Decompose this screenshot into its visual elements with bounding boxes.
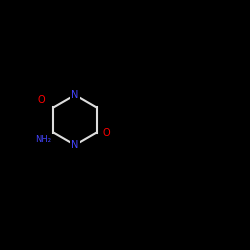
Text: NH₂: NH₂ xyxy=(35,136,51,144)
Text: N: N xyxy=(71,90,79,100)
Text: O: O xyxy=(37,95,45,105)
Text: N: N xyxy=(71,140,79,150)
Text: O: O xyxy=(103,128,110,138)
